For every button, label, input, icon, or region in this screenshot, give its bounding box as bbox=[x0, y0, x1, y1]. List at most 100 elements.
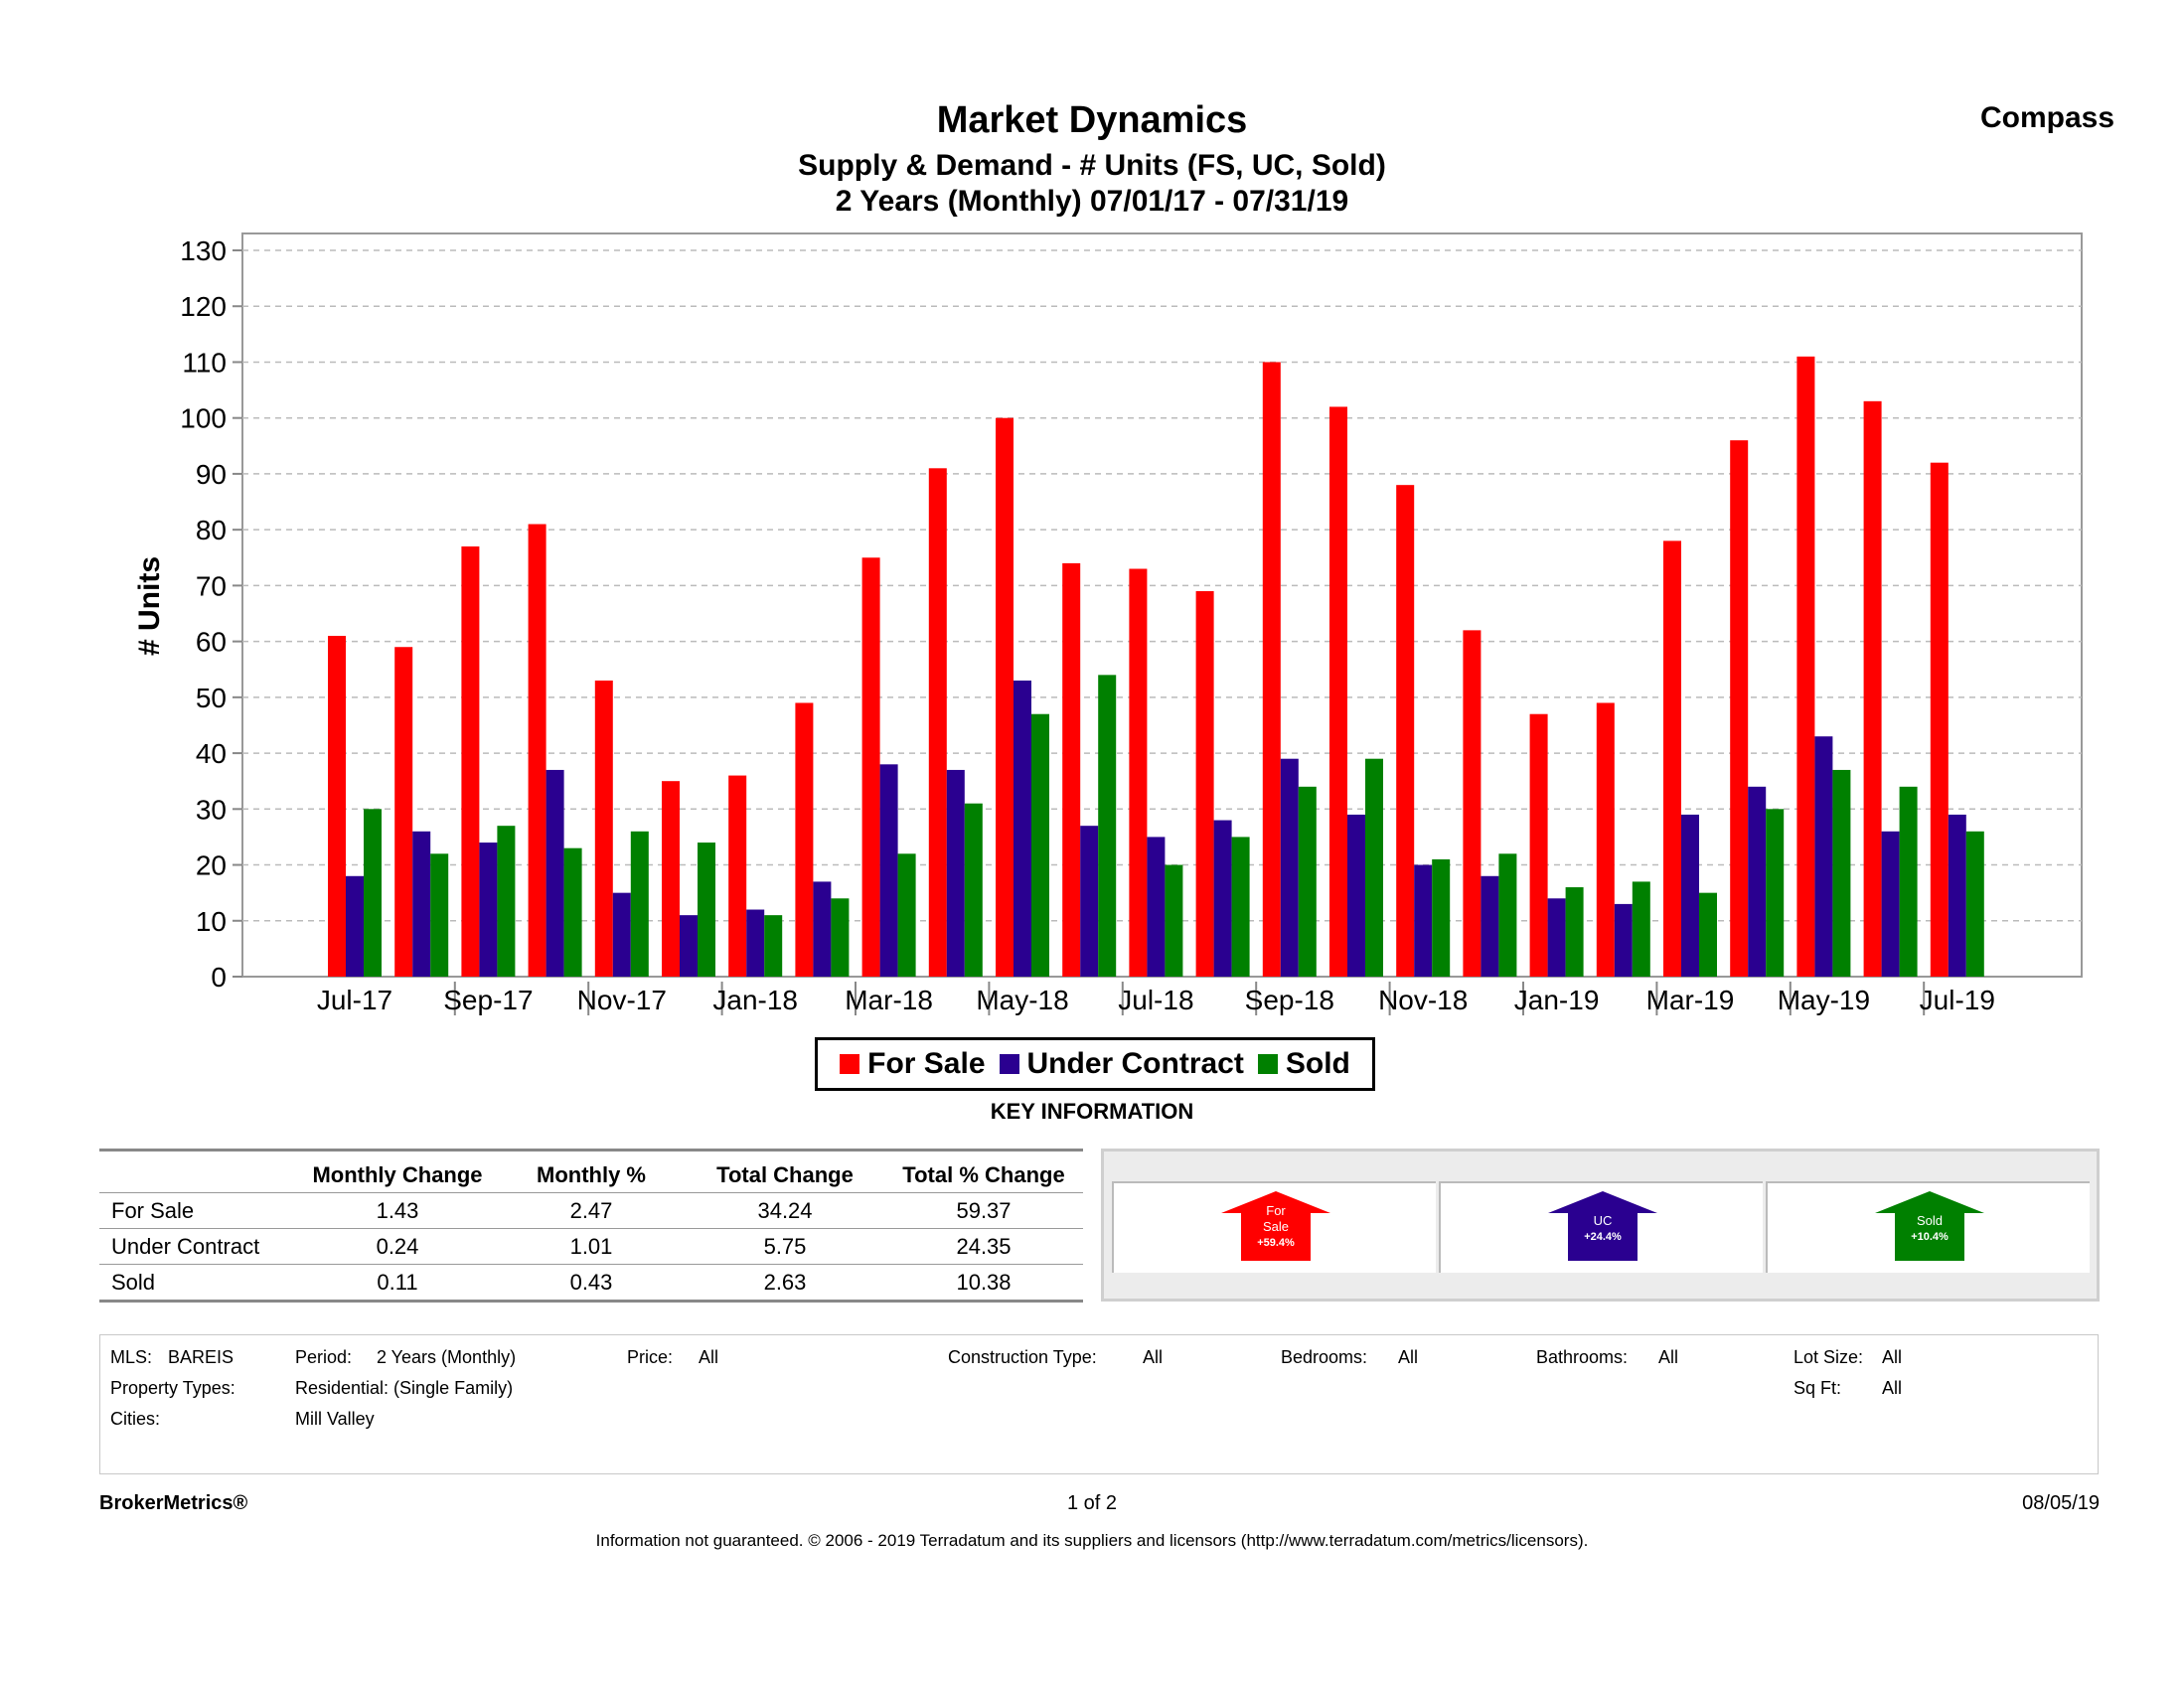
bathrooms-label: Bathrooms: bbox=[1536, 1347, 1629, 1367]
mls-value: BAREIS bbox=[168, 1347, 234, 1367]
bar-sold bbox=[1699, 892, 1717, 977]
cell-total-change: 5.75 bbox=[763, 1234, 807, 1259]
table-row: For Sale 1.43 2.47 34.24 59.37 bbox=[99, 1192, 1083, 1228]
legend-swatch-sold bbox=[1257, 1054, 1278, 1074]
bar-under-contract bbox=[1347, 814, 1365, 977]
report-criteria: MLS: BAREIS Period: 2 Years (Monthly) Pr… bbox=[99, 1334, 2099, 1474]
x-tick-label: Jul-19 bbox=[1920, 985, 1995, 1015]
x-tick-label: Jan-19 bbox=[1514, 985, 1600, 1015]
y-tick-label: 30 bbox=[196, 794, 227, 825]
col-header-total-pct: Total % Change bbox=[902, 1162, 1065, 1187]
x-tick-label: Nov-17 bbox=[577, 985, 667, 1015]
bar-sold bbox=[964, 803, 983, 977]
bar-sold bbox=[1432, 858, 1451, 977]
bar-sold bbox=[1632, 881, 1650, 977]
y-tick-label: 90 bbox=[196, 459, 227, 490]
table-top-rule bbox=[99, 1149, 1083, 1152]
bar-under-contract bbox=[1280, 758, 1299, 977]
price-value: All bbox=[699, 1347, 719, 1367]
chart-subtitle: Supply & Demand - # Units (FS, UC, Sold) bbox=[798, 149, 1386, 182]
period-value: 2 Years (Monthly) bbox=[377, 1347, 517, 1367]
bar-sold bbox=[1031, 713, 1049, 977]
arrow-text: Sale bbox=[1263, 1219, 1289, 1234]
bar-for-sale bbox=[1262, 362, 1281, 977]
bar-sold bbox=[1098, 675, 1117, 977]
bar-under-contract bbox=[1080, 826, 1099, 977]
bar-sold bbox=[1231, 837, 1250, 977]
bar-sold bbox=[1365, 758, 1383, 977]
y-axis-ticks: 0 10 20 30 40 50 60 70 80 90 100 110 120 130 bbox=[180, 235, 242, 993]
bar-for-sale bbox=[1730, 440, 1749, 978]
bar-sold bbox=[764, 915, 783, 977]
bar-under-contract bbox=[1948, 814, 1966, 977]
bar-for-sale bbox=[1195, 591, 1214, 977]
bar-sold bbox=[563, 847, 582, 977]
bar-for-sale bbox=[594, 680, 613, 977]
bathrooms-value: All bbox=[1658, 1347, 1679, 1367]
legend-label: Under Contract bbox=[1026, 1047, 1244, 1080]
report-date: 08/05/19 bbox=[2022, 1492, 2100, 1514]
table-row: Sold 0.11 0.43 2.63 10.38 bbox=[99, 1264, 1083, 1300]
row-label: For Sale bbox=[111, 1198, 195, 1223]
bar-sold bbox=[1498, 853, 1517, 977]
x-tick-label: May-19 bbox=[1778, 985, 1870, 1015]
bar-for-sale bbox=[1796, 356, 1815, 977]
y-tick-label: 120 bbox=[180, 291, 227, 322]
y-tick-label: 40 bbox=[196, 738, 227, 769]
x-tick-label: Jan-18 bbox=[712, 985, 798, 1015]
row-label: Sold bbox=[111, 1270, 156, 1295]
bar-for-sale bbox=[996, 417, 1014, 977]
legend-item-under-contract: Under Contract bbox=[999, 1047, 1244, 1081]
chart-period: 2 Years (Monthly) 07/01/17 - 07/31/19 bbox=[835, 185, 1349, 218]
bar-sold bbox=[831, 898, 850, 977]
bar-for-sale bbox=[728, 775, 747, 977]
x-tick-label: Sep-17 bbox=[443, 985, 533, 1015]
sqft-label: Sq Ft: bbox=[1794, 1378, 1842, 1398]
cell-total-pct: 59.37 bbox=[956, 1198, 1012, 1223]
y-tick-label: 70 bbox=[196, 570, 227, 601]
bar-for-sale bbox=[1062, 562, 1081, 977]
bedrooms-value: All bbox=[1398, 1347, 1419, 1367]
bar-under-contract bbox=[680, 915, 698, 977]
bar-for-sale bbox=[1529, 713, 1548, 977]
bar-sold bbox=[497, 826, 516, 977]
bar-for-sale bbox=[1663, 540, 1681, 977]
arrow-text: +24.4% bbox=[1584, 1231, 1622, 1243]
bar-for-sale bbox=[528, 524, 546, 977]
legend-swatch-for-sale bbox=[840, 1054, 860, 1074]
up-arrow-icon: For Sale +59.4% bbox=[1221, 1191, 1330, 1261]
construction-value: All bbox=[1143, 1347, 1164, 1367]
chart-title: Market Dynamics bbox=[936, 99, 1248, 141]
bar-under-contract bbox=[1881, 831, 1900, 977]
bar-for-sale bbox=[1129, 568, 1148, 977]
legend-item-sold: Sold bbox=[1257, 1047, 1350, 1081]
property-types-value: Residential: (Single Family) bbox=[295, 1378, 514, 1398]
cell-monthly-pct: 0.43 bbox=[569, 1270, 613, 1295]
change-arrows-panel: For Sale +59.4% UC +24.4% Sold +10.4% bbox=[1101, 1149, 2100, 1302]
cell-total-pct: 10.38 bbox=[956, 1270, 1012, 1295]
price-label: Price: bbox=[627, 1347, 674, 1367]
x-tick-label: Mar-18 bbox=[845, 985, 933, 1015]
arrow-text: Sold bbox=[1917, 1213, 1943, 1228]
cell-monthly-change: 1.43 bbox=[376, 1198, 419, 1223]
bar-for-sale bbox=[394, 647, 413, 977]
bedrooms-label: Bedrooms: bbox=[1281, 1347, 1368, 1367]
x-tick-label: Jul-17 bbox=[317, 985, 392, 1015]
bar-sold bbox=[1899, 786, 1918, 977]
y-tick-label: 10 bbox=[196, 906, 227, 937]
brand-name: Compass bbox=[1979, 101, 2114, 134]
y-tick-label: 0 bbox=[211, 962, 227, 993]
sqft-value: All bbox=[1882, 1378, 1903, 1398]
x-tick-label: Sep-18 bbox=[1245, 985, 1334, 1015]
bar-for-sale bbox=[861, 557, 880, 977]
bar-sold bbox=[1565, 887, 1584, 977]
bar-chart: 0 10 20 30 40 50 60 70 80 90 100 110 120 130 Jul-17 Se… bbox=[133, 232, 2083, 1015]
legend-swatch-under-contract bbox=[999, 1054, 1019, 1074]
x-tick-label: Nov-18 bbox=[1378, 985, 1468, 1015]
cities-value: Mill Valley bbox=[295, 1409, 375, 1429]
bar-under-contract bbox=[612, 892, 631, 977]
bar-under-contract bbox=[546, 769, 564, 977]
legend-label: For Sale bbox=[867, 1047, 986, 1080]
bar-under-contract bbox=[1147, 837, 1166, 977]
footer-brand: BrokerMetrics® bbox=[99, 1492, 248, 1514]
